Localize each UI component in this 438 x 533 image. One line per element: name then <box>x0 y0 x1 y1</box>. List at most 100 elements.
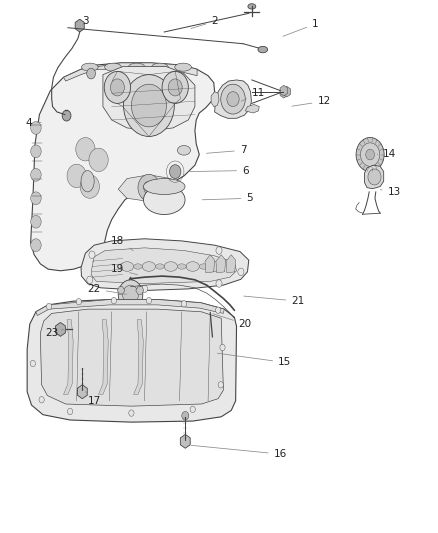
Ellipse shape <box>175 63 191 71</box>
Circle shape <box>46 303 52 310</box>
Text: 16: 16 <box>191 446 287 459</box>
Circle shape <box>190 406 195 413</box>
Polygon shape <box>91 248 237 284</box>
Polygon shape <box>215 80 251 118</box>
Polygon shape <box>117 287 125 294</box>
Text: 22: 22 <box>88 284 127 294</box>
Circle shape <box>110 79 124 96</box>
Ellipse shape <box>199 264 208 269</box>
Polygon shape <box>136 287 144 294</box>
Ellipse shape <box>152 63 168 71</box>
Ellipse shape <box>258 46 268 53</box>
Circle shape <box>31 239 41 252</box>
Circle shape <box>67 408 73 415</box>
Polygon shape <box>245 104 259 113</box>
Circle shape <box>87 68 95 79</box>
Text: 14: 14 <box>377 149 396 158</box>
Circle shape <box>87 276 93 284</box>
Ellipse shape <box>81 171 94 192</box>
Circle shape <box>218 382 223 388</box>
Polygon shape <box>27 300 237 422</box>
Circle shape <box>76 298 81 305</box>
Polygon shape <box>103 67 195 131</box>
Polygon shape <box>99 320 108 394</box>
Ellipse shape <box>186 262 199 271</box>
Polygon shape <box>40 309 223 406</box>
Text: 7: 7 <box>206 146 247 155</box>
Text: 21: 21 <box>244 296 304 306</box>
Circle shape <box>141 285 148 293</box>
Ellipse shape <box>208 262 221 271</box>
Ellipse shape <box>248 4 256 9</box>
Circle shape <box>111 297 117 304</box>
Circle shape <box>76 138 95 161</box>
Polygon shape <box>364 165 384 189</box>
Circle shape <box>138 174 160 201</box>
Circle shape <box>368 169 381 185</box>
Ellipse shape <box>177 264 186 269</box>
Polygon shape <box>31 63 215 271</box>
Circle shape <box>146 297 152 304</box>
Text: 6: 6 <box>189 166 249 175</box>
Circle shape <box>356 138 384 172</box>
Polygon shape <box>81 239 249 290</box>
Ellipse shape <box>128 63 145 71</box>
Polygon shape <box>134 320 143 394</box>
Circle shape <box>39 397 44 403</box>
Polygon shape <box>280 87 288 98</box>
Circle shape <box>62 110 71 121</box>
Circle shape <box>30 360 35 367</box>
Polygon shape <box>64 320 73 394</box>
Polygon shape <box>226 255 236 273</box>
Ellipse shape <box>134 264 142 269</box>
Polygon shape <box>211 92 219 107</box>
Ellipse shape <box>177 146 191 155</box>
Circle shape <box>366 149 374 160</box>
Polygon shape <box>180 434 190 448</box>
Ellipse shape <box>105 63 121 71</box>
Circle shape <box>80 175 99 198</box>
Text: 5: 5 <box>202 193 253 203</box>
Circle shape <box>129 410 134 416</box>
Text: 17: 17 <box>85 392 101 406</box>
Circle shape <box>89 251 95 259</box>
Circle shape <box>162 71 188 103</box>
Text: 23: 23 <box>45 328 64 338</box>
Circle shape <box>67 164 86 188</box>
Circle shape <box>124 75 174 136</box>
Circle shape <box>118 280 143 310</box>
Circle shape <box>215 307 221 313</box>
Text: 12: 12 <box>292 96 331 106</box>
Circle shape <box>170 165 181 179</box>
Circle shape <box>31 192 41 205</box>
Circle shape <box>123 285 138 304</box>
Circle shape <box>168 79 182 96</box>
Polygon shape <box>64 63 197 81</box>
Circle shape <box>131 84 166 127</box>
Circle shape <box>360 143 380 166</box>
Circle shape <box>238 268 244 276</box>
Text: 13: 13 <box>380 187 401 197</box>
Text: 19: 19 <box>111 264 138 275</box>
Circle shape <box>104 71 131 103</box>
Text: 3: 3 <box>82 17 89 26</box>
Circle shape <box>227 92 239 107</box>
Polygon shape <box>205 255 215 273</box>
Polygon shape <box>36 300 224 316</box>
Circle shape <box>89 148 108 172</box>
Ellipse shape <box>120 262 134 271</box>
Ellipse shape <box>142 262 155 271</box>
Text: 18: 18 <box>111 236 134 251</box>
Ellipse shape <box>155 264 164 269</box>
Circle shape <box>216 280 222 287</box>
Circle shape <box>31 168 41 181</box>
Polygon shape <box>75 19 84 32</box>
Circle shape <box>31 215 41 228</box>
Ellipse shape <box>143 185 185 215</box>
Ellipse shape <box>164 262 177 271</box>
Circle shape <box>221 84 245 114</box>
Text: 1: 1 <box>283 19 319 36</box>
Polygon shape <box>118 175 180 201</box>
Polygon shape <box>280 85 288 96</box>
Circle shape <box>181 301 187 307</box>
